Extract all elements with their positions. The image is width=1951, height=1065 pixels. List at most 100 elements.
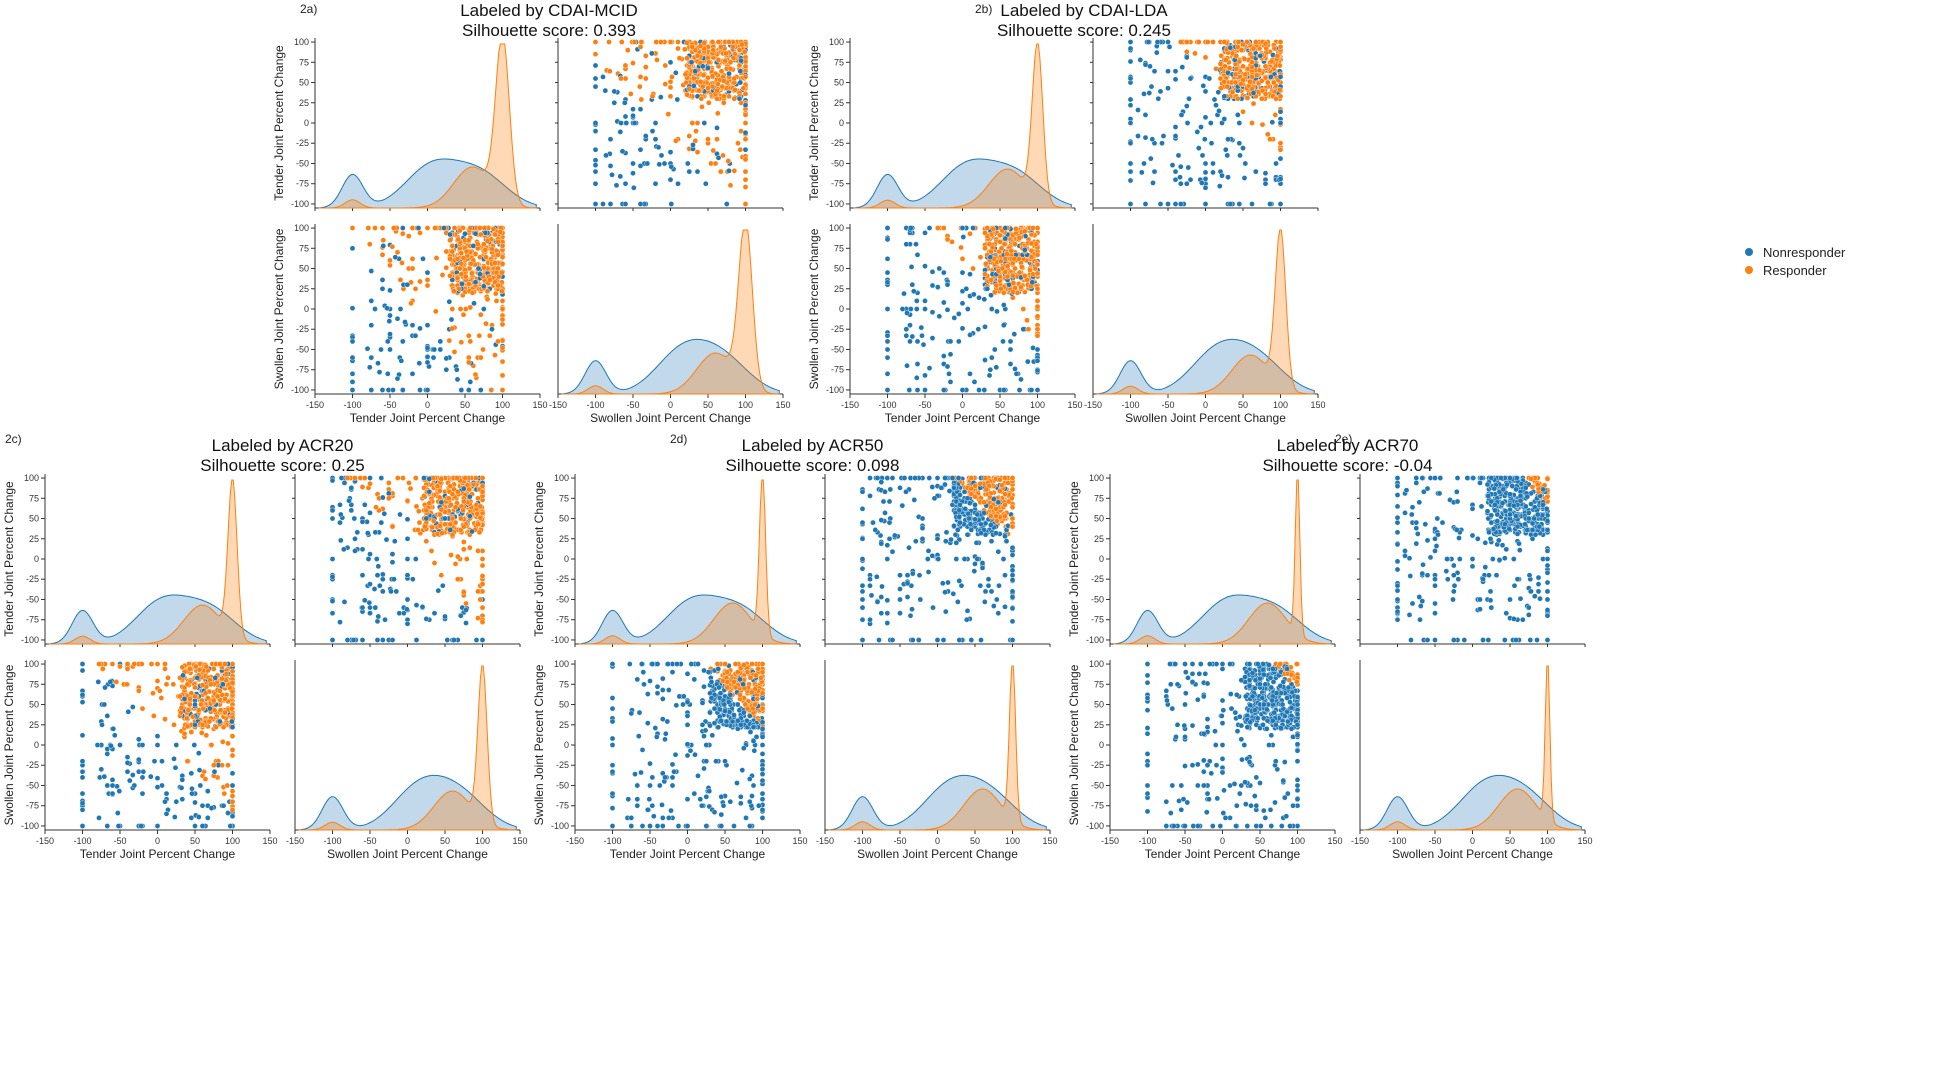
point-nonresponder [737, 793, 744, 800]
point-responder [479, 489, 486, 495]
point-nonresponder [1202, 160, 1209, 167]
point-nonresponder [904, 594, 911, 600]
point-responder [210, 666, 217, 672]
point-responder [742, 201, 749, 207]
point-nonresponder [648, 50, 655, 57]
point-nonresponder [985, 582, 992, 589]
point-nonresponder [981, 599, 988, 605]
point-responder [710, 147, 717, 154]
point-nonresponder [668, 201, 675, 207]
point-nonresponder [220, 802, 227, 809]
point-responder [1237, 81, 1244, 87]
point-responder [135, 687, 142, 694]
point-responder [667, 78, 674, 85]
point-responder [466, 486, 472, 493]
y-tick-label: 50 [559, 700, 569, 710]
point-responder [430, 518, 437, 524]
point-nonresponder [171, 755, 177, 762]
point-nonresponder [368, 387, 375, 393]
point-nonresponder [943, 529, 950, 536]
point-nonresponder [1250, 90, 1257, 96]
point-responder [442, 521, 448, 527]
point-nonresponder [929, 309, 936, 316]
point-nonresponder [375, 360, 381, 367]
x-tick-label: -50 [918, 400, 931, 410]
point-nonresponder [889, 475, 896, 481]
point-nonresponder [192, 701, 198, 708]
point-nonresponder [1002, 572, 1008, 578]
point-responder [492, 231, 498, 238]
point-responder [462, 475, 469, 481]
point-nonresponder [382, 616, 388, 623]
point-nonresponder [874, 475, 881, 481]
point-responder [1028, 240, 1035, 247]
point-nonresponder [189, 785, 195, 792]
point-responder [723, 50, 729, 57]
point-responder [1273, 95, 1279, 102]
point-responder [229, 806, 236, 813]
point-nonresponder [1236, 140, 1243, 146]
point-responder [447, 483, 454, 489]
point-nonresponder [385, 338, 391, 345]
x-tick-label: 150 [1067, 400, 1082, 410]
point-nonresponder [1240, 145, 1246, 151]
point-nonresponder [1013, 370, 1020, 377]
point-nonresponder [904, 362, 910, 369]
point-responder [154, 678, 161, 684]
point-responder [183, 715, 190, 722]
y-tick-label: -75 [26, 801, 39, 811]
point-nonresponder [1187, 75, 1194, 82]
point-nonresponder [974, 556, 981, 562]
point-nonresponder [329, 598, 336, 604]
point-nonresponder [387, 312, 393, 319]
point-nonresponder [884, 597, 891, 604]
point-nonresponder [1142, 61, 1149, 68]
x-tick-label: 100 [1030, 400, 1045, 410]
point-nonresponder [703, 793, 710, 800]
point-nonresponder [374, 637, 381, 643]
point-nonresponder [607, 163, 614, 169]
y-tick-label: 0 [839, 304, 844, 314]
point-nonresponder [607, 136, 614, 142]
point-responder [185, 707, 192, 714]
point-nonresponder [1277, 120, 1284, 126]
y-tick-label: -75 [296, 179, 309, 189]
point-nonresponder [609, 718, 616, 725]
x-tick-label: 50 [703, 400, 713, 410]
point-nonresponder [715, 666, 722, 672]
point-nonresponder [197, 782, 204, 789]
point-nonresponder [443, 366, 450, 373]
point-nonresponder [759, 771, 766, 777]
y-tick-label: 75 [559, 493, 569, 503]
point-nonresponder [859, 519, 866, 526]
point-nonresponder [424, 269, 431, 276]
point-nonresponder [684, 721, 691, 728]
point-responder [412, 475, 419, 481]
point-nonresponder [944, 306, 951, 313]
point-nonresponder [659, 823, 666, 829]
point-responder [488, 387, 495, 393]
point-responder [229, 788, 236, 794]
point-responder [224, 782, 231, 789]
point-responder [400, 475, 406, 481]
point-responder [200, 705, 207, 712]
point-nonresponder [171, 814, 178, 820]
point-nonresponder [970, 291, 977, 298]
point-nonresponder [147, 773, 154, 780]
point-nonresponder [909, 637, 916, 643]
point-responder [460, 498, 467, 505]
point-responder [1218, 66, 1225, 72]
x-tick-label: -150 [549, 400, 567, 410]
point-responder [456, 227, 463, 234]
point-responder [630, 60, 636, 66]
point-responder [1222, 57, 1229, 63]
point-nonresponder [430, 354, 437, 361]
point-responder [1034, 326, 1041, 333]
point-responder [467, 225, 474, 231]
point-nonresponder [1213, 102, 1219, 108]
point-responder [742, 112, 749, 118]
point-nonresponder [1202, 114, 1209, 121]
point-responder [171, 721, 177, 728]
point-responder [638, 96, 645, 103]
